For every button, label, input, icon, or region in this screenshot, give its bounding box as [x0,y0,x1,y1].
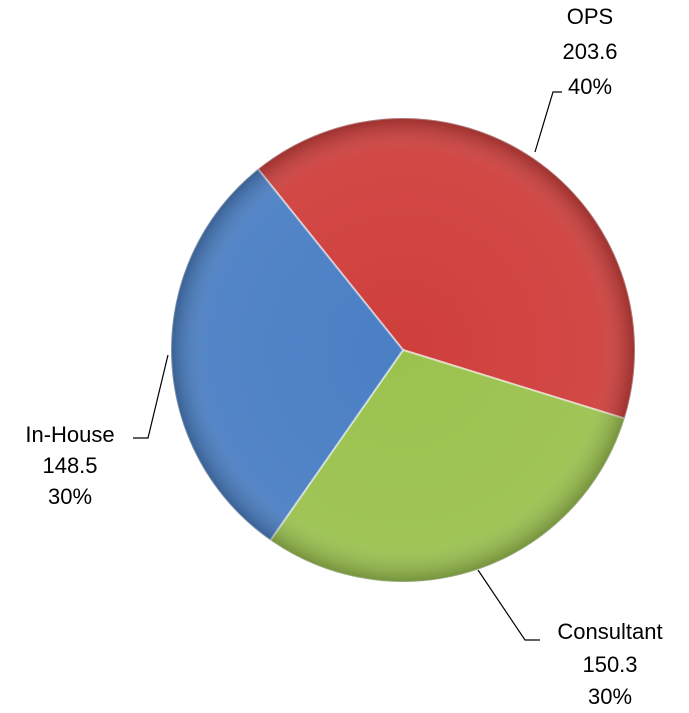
leader-line [133,354,169,439]
percent-label: 40% [568,74,612,99]
slice-label: Consultant 150.3 30% [557,619,662,709]
category-label: In-House [25,422,114,447]
pie [170,117,636,583]
slice-label: In-House 148.5 30% [25,422,114,509]
percent-label: 30% [588,684,632,709]
category-label: OPS [567,4,613,29]
leader-line [534,91,562,153]
slice-label: OPS 203.6 40% [562,4,617,99]
value-label: 148.5 [42,453,97,478]
value-label: 203.6 [562,39,617,64]
percent-label: 30% [48,484,92,509]
leader-line [477,569,540,641]
category-label: Consultant [557,619,662,644]
value-label: 150.3 [582,652,637,677]
